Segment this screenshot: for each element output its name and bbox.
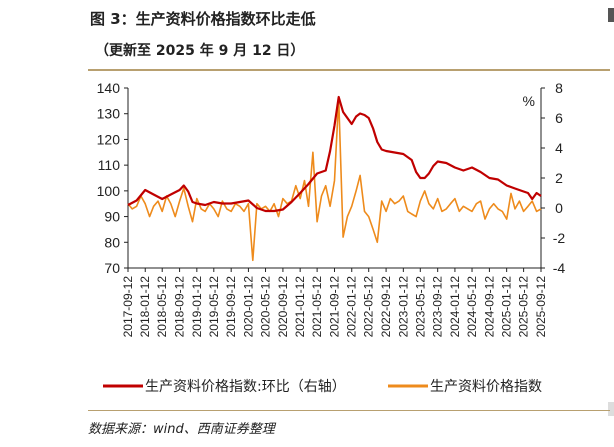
x-tick-label: 2018-05-12: [155, 276, 169, 338]
y-left-tick-label: 80: [104, 234, 120, 250]
source-note: 数据来源：wind、西南证券整理: [88, 422, 275, 437]
legend-label-1: 生产资料价格指数:环比（右轴）: [145, 379, 346, 395]
x-tick-label: 2021-05-12: [310, 276, 324, 338]
y-right-tick-label: -4: [553, 260, 566, 276]
y-right-tick-label: 8: [555, 80, 563, 96]
y-right-tick-label: 2: [555, 170, 563, 186]
top-rule: [88, 69, 610, 71]
figure-title: 图 3：生产资料价格指数环比走低: [90, 10, 316, 28]
x-tick-label: 2019-09-12: [224, 276, 238, 338]
y-left-tick-label: 70: [104, 260, 120, 276]
x-tick-label: 2018-01-12: [138, 276, 152, 338]
x-tick-label: 2024-09-12: [482, 276, 496, 338]
x-tick-label: 2022-05-12: [362, 276, 376, 338]
y-left-tick-label: 140: [97, 80, 121, 96]
chart-lines: [127, 95, 542, 262]
edge-mark-bottom: [608, 402, 614, 416]
legend-label-2: 生产资料价格指数: [430, 379, 542, 395]
x-tick-label: 2025-05-12: [517, 276, 531, 338]
x-tick-label: 2022-01-12: [345, 276, 359, 338]
y-left-tick-label: 110: [98, 157, 121, 173]
y-left-tick-label: 100: [97, 183, 121, 199]
x-tick-label: 2021-01-12: [293, 276, 307, 338]
y-right-tick-label: -2: [553, 230, 566, 246]
x-tick-label: 2019-01-12: [190, 276, 204, 338]
x-tick-label: 2018-09-12: [173, 276, 187, 338]
bottom-rule: [88, 410, 610, 411]
series-line-mom: [127, 95, 542, 213]
x-tick-label: 2024-05-12: [465, 276, 479, 338]
series-line-index: [127, 97, 542, 262]
chart-legend: 生产资料价格指数:环比（右轴） 生产资料价格指数: [103, 379, 542, 395]
y-left-tick-label: 130: [97, 106, 121, 122]
y-right-unit-label: %: [523, 93, 535, 109]
x-tick-label: 2024-01-12: [448, 276, 462, 338]
x-tick-label: 2020-05-12: [259, 276, 273, 338]
y-right-tick-label: 6: [555, 110, 563, 126]
y-left-tick-label: 120: [97, 131, 121, 147]
x-tick-label: 2019-05-12: [207, 276, 221, 338]
x-tick-label: 2023-01-12: [396, 276, 410, 338]
edge-mark-top: [608, 8, 614, 22]
y-right-tick-label: 4: [555, 140, 563, 156]
figure-subtitle: （更新至 2025 年 9 月 12 日）: [95, 43, 305, 59]
x-tick-label: 2020-01-12: [241, 276, 255, 338]
x-tick-label: 2023-09-12: [431, 276, 445, 338]
x-tick-label: 2020-09-12: [276, 276, 290, 338]
x-tick-label: 2025-01-12: [500, 276, 514, 338]
x-tick-label: 2021-09-12: [328, 276, 342, 338]
x-tick-label: 2023-05-12: [413, 276, 427, 338]
x-tick-label: 2022-09-12: [379, 276, 393, 338]
x-tick-label: 2017-09-12: [121, 276, 135, 338]
chart-axes: 70 80 90 100 110 120 130 140 -4 -2 0 2 4 6 8% 2017-09-1…: [97, 80, 566, 337]
y-right-tick-label: 0: [555, 200, 563, 216]
x-tick-label: 2025-09-12: [534, 276, 548, 338]
y-left-tick-label: 90: [104, 209, 120, 225]
